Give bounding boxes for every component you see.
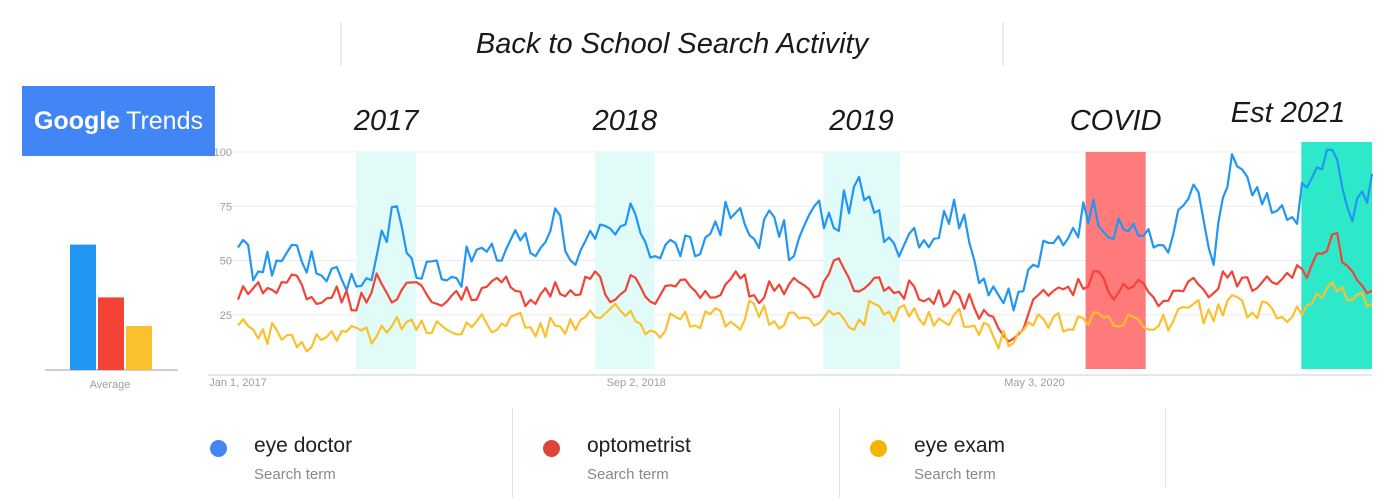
legend-sublabel: Search term xyxy=(914,466,996,483)
highlight-band-est-2021 xyxy=(1301,142,1372,369)
average-bar-optometrist xyxy=(98,297,124,370)
average-bar-eye-exam xyxy=(126,326,152,370)
legend-divider xyxy=(1165,408,1166,488)
legend-sublabel: Search term xyxy=(587,466,669,483)
x-tick-label: Jan 1, 2017 xyxy=(209,377,267,389)
series-line-eye-doctor xyxy=(237,148,1374,312)
legend-sublabel: Search term xyxy=(254,466,336,483)
logo-trends-text: Trends xyxy=(126,106,203,135)
legend-item-optometrist[interactable]: optometrist Search term xyxy=(512,408,839,498)
google-trends-logo: Google Trends xyxy=(22,86,215,156)
y-tick-label: 25 xyxy=(220,310,232,322)
logo-google-text: Google xyxy=(34,106,121,135)
x-tick-label: Sep 2, 2018 xyxy=(607,377,666,389)
average-label: Average xyxy=(90,379,131,391)
highlight-band-2017 xyxy=(356,152,416,369)
legend-label: optometrist xyxy=(587,434,691,457)
x-tick-label: May 3, 2020 xyxy=(1004,377,1065,389)
chart-title: Back to School Search Activity xyxy=(340,22,1004,66)
highlight-label-2019: 2019 xyxy=(828,105,894,137)
highlight-label-est-2021: Est 2021 xyxy=(1231,97,1345,129)
legend-label: eye exam xyxy=(914,434,1006,457)
legend-dot-icon xyxy=(870,440,887,457)
series-line-optometrist xyxy=(236,231,1373,343)
legend-label: eye doctor xyxy=(254,434,353,457)
highlight-label-2017: 2017 xyxy=(353,105,420,137)
highlight-band-covid xyxy=(1085,152,1146,369)
legend-dot-icon xyxy=(543,440,560,457)
legend-dot-icon xyxy=(210,440,227,457)
highlight-label-covid: COVID xyxy=(1070,105,1162,137)
average-bar-eye-doctor xyxy=(70,244,96,370)
highlight-label-2018: 2018 xyxy=(592,105,658,137)
legend-item-eye-doctor[interactable]: eye doctor Search term xyxy=(180,408,506,498)
legend: eye doctor Search term optometrist Searc… xyxy=(180,408,1180,500)
y-tick-label: 50 xyxy=(220,256,232,268)
legend-item-eye-exam[interactable]: eye exam Search term xyxy=(839,408,1166,498)
series-line-eye-exam xyxy=(237,281,1373,353)
y-tick-label: 100 xyxy=(214,147,232,159)
y-tick-label: 75 xyxy=(220,201,232,213)
trends-chart: Average 25 50 75 100 2017 2018 2019 COVID Est 202… xyxy=(45,97,1374,391)
highlight-band-2018 xyxy=(595,152,655,369)
